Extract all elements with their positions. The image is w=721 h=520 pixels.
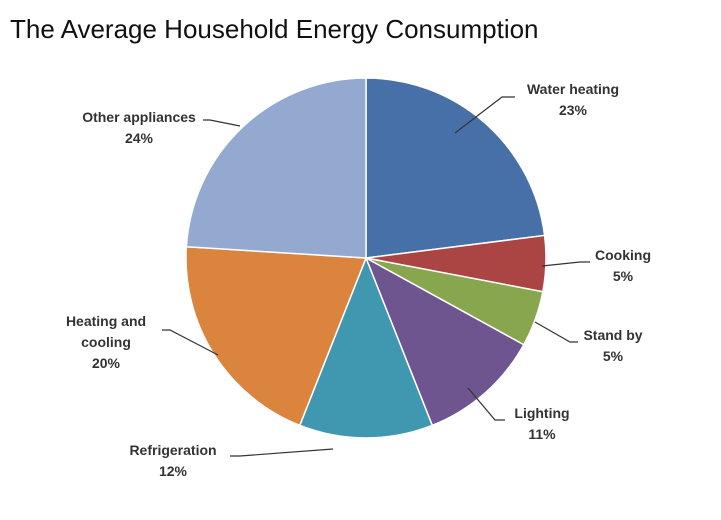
data-label-name: Refrigeration: [129, 442, 216, 458]
data-label-percent: 5%: [603, 348, 624, 364]
pie-slice-refrigeration: [298, 255, 434, 439]
pie-slice-other-appliances: [185, 77, 367, 259]
data-label-percent: 11%: [528, 426, 556, 442]
data-label: Heating and cooling 20%: [66, 313, 146, 371]
data-label: Cooking 5%: [595, 247, 651, 284]
leader-line: [534, 321, 578, 343]
data-label-name: Heating and: [66, 313, 146, 329]
data-label-percent: 23%: [559, 102, 588, 118]
data-label-percent: 24%: [125, 130, 154, 146]
data-label-percent: 12%: [159, 463, 188, 479]
leader-line: [230, 448, 334, 457]
data-label: Other appliances 24%: [82, 109, 196, 146]
leader-line: [454, 96, 515, 134]
pie-slices: [185, 77, 547, 439]
pie-slice-lighting: [364, 256, 525, 427]
leader-line: [541, 261, 590, 267]
leader-lines: [162, 96, 590, 457]
data-label-name: Cooking: [595, 247, 651, 263]
pie-slice-heating-and-cooling: [185, 245, 368, 427]
leader-line: [467, 387, 505, 421]
leader-line: [162, 329, 219, 356]
data-label-name: cooling: [81, 334, 131, 350]
data-label: Water heating 23%: [527, 81, 619, 118]
data-labels: Water heating 23% Cooking 5% Stand by 5% Light…: [66, 81, 651, 479]
data-label-name: Water heating: [527, 81, 619, 97]
data-label-percent: 20%: [92, 355, 121, 371]
data-label-name: Other appliances: [82, 109, 196, 125]
data-label-name: Lighting: [514, 405, 569, 421]
pie-slice-water-heating: [365, 77, 546, 259]
data-label-percent: 5%: [613, 268, 634, 284]
chart-title: The Average Household Energy Consumption: [10, 14, 539, 44]
data-label: Stand by 5%: [583, 327, 642, 364]
leader-line: [203, 119, 241, 127]
data-label: Lighting 11%: [514, 405, 569, 442]
data-label-name: Stand by: [583, 327, 642, 343]
data-label: Refrigeration 12%: [129, 442, 216, 479]
